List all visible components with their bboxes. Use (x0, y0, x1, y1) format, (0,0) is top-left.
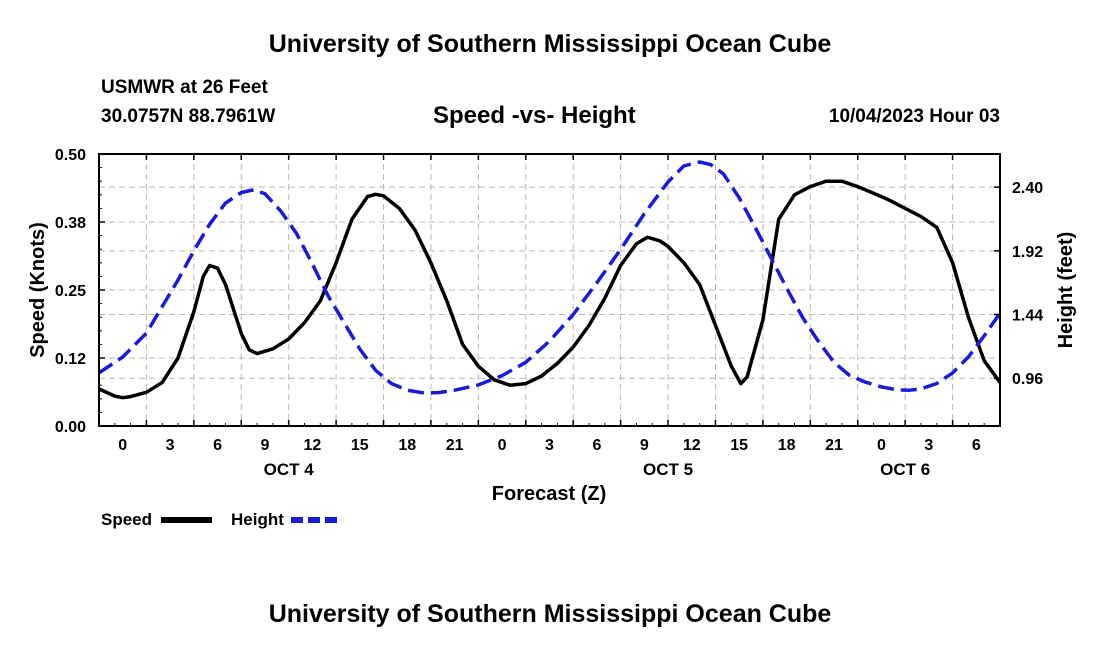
y-tick-label: 0.12 (55, 351, 86, 368)
series-layer (99, 160, 1000, 400)
y-tick-label: 0.25 (55, 283, 86, 300)
y-right-tick-label: 0.96 (1012, 371, 1043, 388)
x-tick-label: 3 (924, 437, 933, 454)
date-label: 10/04/2023 Hour 03 (828, 106, 1000, 127)
legend-speed-label: Speed (101, 510, 152, 529)
x-tick-label: 21 (825, 437, 843, 454)
station-label: USMWR at 26 Feet (101, 77, 268, 98)
x-axis-label: Forecast (Z) (492, 483, 606, 505)
day-label: OCT 4 (264, 460, 315, 479)
x-tick-label: 18 (778, 437, 796, 454)
legend: Speed Height (101, 510, 342, 529)
y-right-tick-label: 1.92 (1012, 244, 1043, 261)
x-tick-label: 0 (498, 437, 507, 454)
x-tick-label: 21 (446, 437, 464, 454)
height-series-line (99, 160, 1000, 395)
x-tick-label: 9 (640, 437, 649, 454)
x-tick-label: 18 (398, 437, 416, 454)
coordinates-label: 30.0757N 88.7961W (101, 106, 276, 127)
legend-height-label: Height (231, 510, 284, 529)
chart-title: Speed -vs- Height (433, 102, 636, 129)
speed-height-chart: 0 3 6 9 12 15 18 21 0 3 6 9 12 15 18 21 0 3 6 OCT 4 OCT 5 OCT… (27, 147, 1077, 529)
y-axis-right-label: Height (feet) (1055, 232, 1077, 349)
x-tick-label: 9 (261, 437, 270, 454)
footer-title: University of Southern Mississippi Ocean… (268, 600, 832, 628)
x-tick-label: 15 (730, 437, 748, 454)
x-tick-label: 6 (972, 437, 981, 454)
x-tick-label: 0 (877, 437, 886, 454)
y-tick-label: 0.50 (55, 147, 86, 164)
x-tick-label: 12 (303, 437, 321, 454)
axis-ticks: 0 3 6 9 12 15 18 21 0 3 6 9 12 15 18 21 0 3 6 OCT 4 OCT 5 OCT… (55, 147, 1043, 479)
day-label: OCT 5 (643, 460, 693, 479)
x-tick-label: 3 (166, 437, 175, 454)
x-tick-label: 3 (545, 437, 554, 454)
y-tick-label: 0.00 (55, 419, 86, 436)
x-tick-label: 15 (351, 437, 369, 454)
x-tick-label: 6 (213, 437, 222, 454)
x-tick-label: 6 (592, 437, 601, 454)
page-title: University of Southern Mississippi Ocean… (268, 30, 832, 58)
y-right-tick-label: 2.40 (1012, 180, 1043, 197)
y-right-tick-label: 1.44 (1012, 308, 1043, 325)
x-tick-label: 0 (118, 437, 127, 454)
grid-lines (99, 154, 1000, 426)
y-tick-label: 0.38 (55, 215, 86, 232)
x-tick-label: 12 (683, 437, 701, 454)
y-axis-label: Speed (Knots) (27, 222, 49, 358)
speed-series-line (99, 179, 1000, 400)
day-label: OCT 6 (880, 460, 930, 479)
